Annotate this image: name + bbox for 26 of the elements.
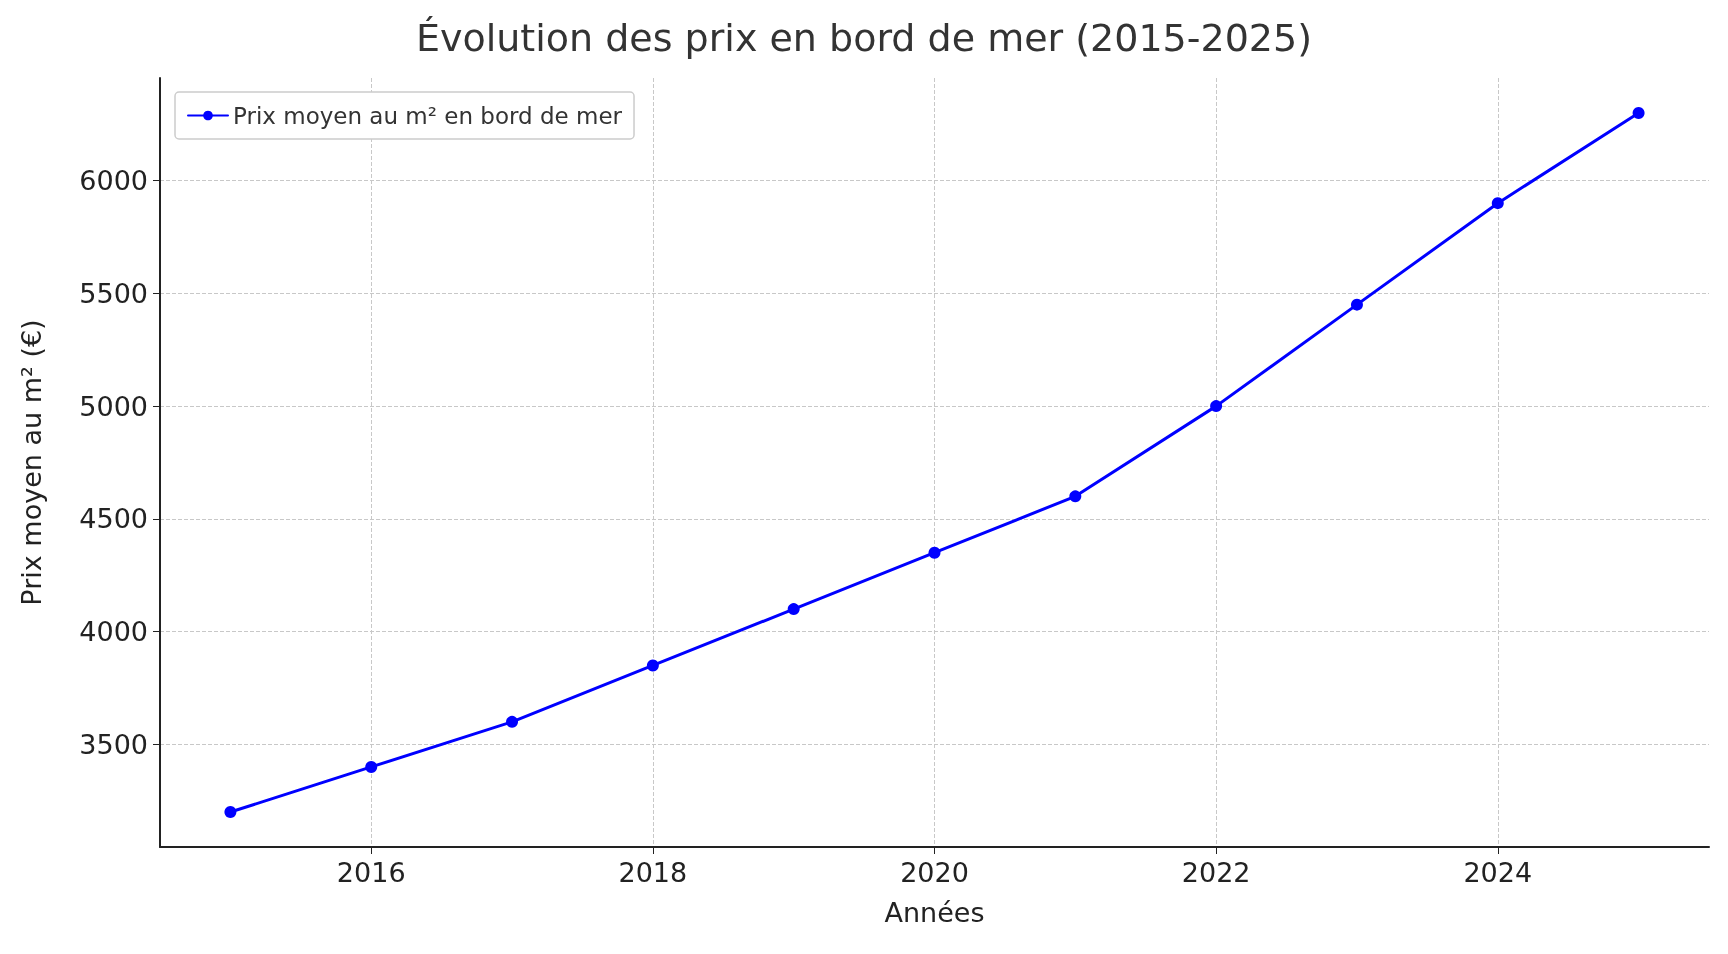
chart-title: Évolution des prix en bord de mer (2015-2025) [415, 16, 1313, 60]
y-tick-label: 3500 [79, 728, 148, 760]
x-axis-title: Années [884, 897, 985, 928]
point [1632, 106, 1645, 119]
point [506, 715, 519, 728]
y-axis-title: Prix moyen au m² (€) [16, 319, 47, 606]
point [365, 760, 378, 773]
point [1491, 197, 1504, 210]
point [224, 806, 237, 819]
point [1350, 298, 1363, 311]
x-tick-label: 2018 [618, 857, 688, 888]
x-tick-label: 2024 [1463, 857, 1533, 888]
legend-label: Prix moyen au m² en bord de mer [233, 102, 623, 129]
y-tick-label: 4000 [79, 616, 148, 648]
point [1210, 400, 1223, 413]
x-tick-label: 2020 [900, 857, 969, 888]
y-tick-label: 5000 [79, 390, 148, 422]
y-tick-label: 5500 [79, 277, 148, 309]
point [928, 546, 941, 559]
point [1069, 490, 1082, 503]
point [646, 659, 659, 672]
point [787, 603, 800, 616]
y-tick-label: 4500 [79, 503, 148, 535]
x-tick-label: 2016 [336, 857, 406, 888]
x-tick-label: 2022 [1181, 857, 1251, 888]
y-tick-label: 6000 [79, 165, 148, 197]
